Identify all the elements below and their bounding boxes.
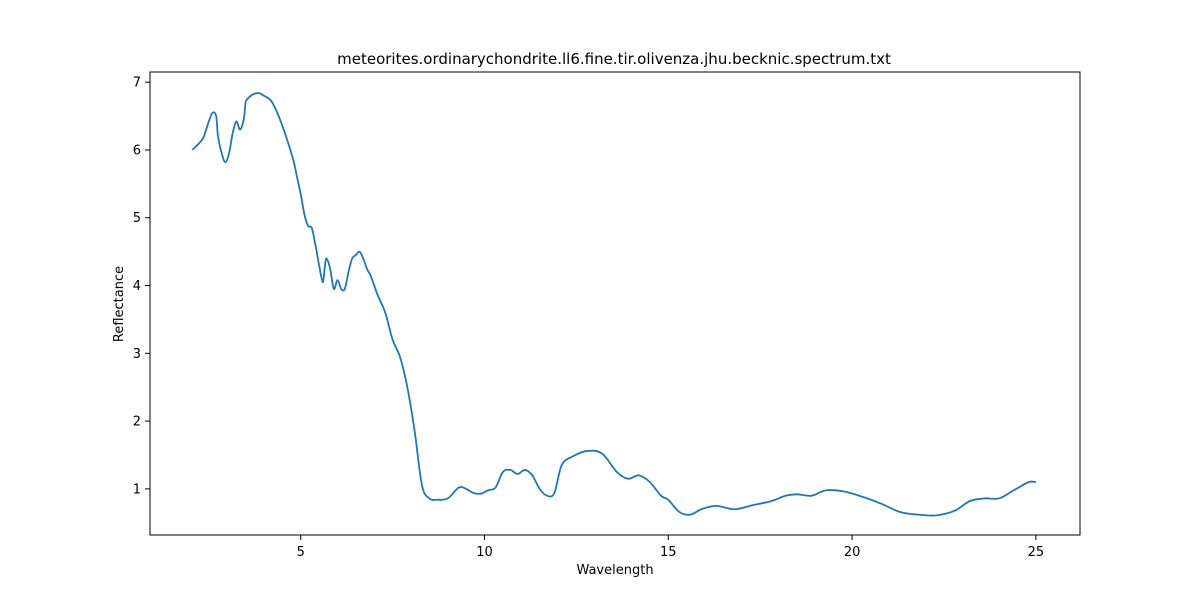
x-tick-label: 15 [660,545,677,560]
y-tick-label: 1 [133,482,141,497]
x-axis-label: Wavelength [576,563,653,578]
x-tick-label: 20 [844,545,861,560]
x-tick-label: 25 [1028,545,1045,560]
y-tick-label: 4 [133,279,141,294]
x-tick-label: 5 [297,545,305,560]
x-axis: 5 10 15 20 25 [297,535,1045,560]
y-tick-label: 3 [133,347,141,362]
plot-area [149,71,1081,536]
y-tick-label: 5 [133,211,141,226]
y-tick-label: 6 [133,143,141,158]
y-axis: 1 2 3 4 5 6 7 [133,76,150,497]
spectrum-line [191,92,1036,517]
y-tick-label: 2 [133,415,141,430]
y-tick-label: 7 [133,76,141,91]
chart-title: meteorites.ordinarychondrite.ll6.fine.ti… [337,50,891,68]
x-tick-label: 10 [476,545,493,560]
y-axis-label: Reflectance [112,266,127,342]
